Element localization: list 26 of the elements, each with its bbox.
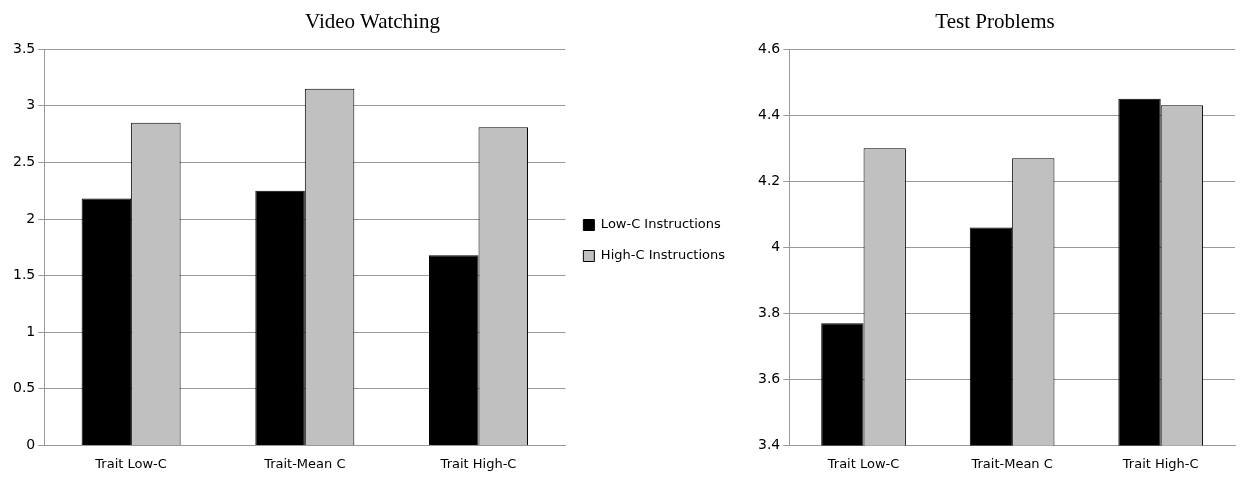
chart-title: Test Problems <box>935 9 1055 34</box>
y-tick-label: 3 <box>26 96 36 113</box>
y-tick-label: 4.6 <box>758 39 781 56</box>
y-tick-label: 1 <box>26 322 36 339</box>
x-tick-label: Trait High-C <box>1121 455 1199 471</box>
y-tick-label: 4.4 <box>758 105 781 122</box>
y-tick-label: 3.4 <box>758 436 781 453</box>
legend-label: Low-C Instructions <box>600 216 721 232</box>
x-tick-label: Trait Low-C <box>826 455 900 471</box>
x-tick-label: Trait-Mean C <box>970 455 1053 471</box>
y-tick-label: 3.5 <box>13 39 36 56</box>
legend-label: High-C Instructions <box>600 247 726 263</box>
y-tick-label: 0.5 <box>13 379 36 396</box>
x-tick-label: Trait Low-C <box>94 455 167 471</box>
y-tick-label: 3.8 <box>758 303 781 320</box>
y-tick-label: 0 <box>26 436 36 453</box>
y-tick-label: 3.6 <box>758 370 781 387</box>
y-tick-label: 4 <box>771 237 781 254</box>
bar <box>81 198 132 445</box>
y-tick-label: 4.2 <box>758 171 781 188</box>
y-tick-label: 1.5 <box>13 266 36 283</box>
x-tick-label: Trait-Mean C <box>263 455 346 471</box>
y-tick-label: 2.5 <box>13 153 36 170</box>
chart-title: Video Watching <box>305 9 441 34</box>
x-tick-label: Trait High-C <box>439 455 517 471</box>
y-tick-label: 2 <box>26 209 36 226</box>
